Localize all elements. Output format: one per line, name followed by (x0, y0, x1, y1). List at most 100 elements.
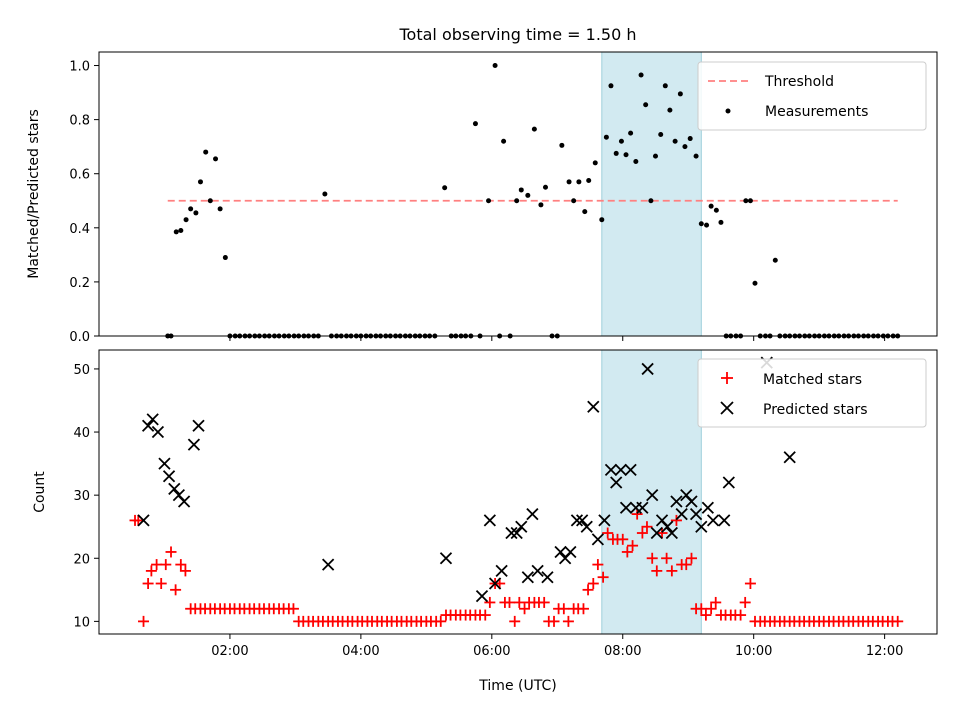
x-tick-label: 12:00 (866, 644, 903, 659)
predicted-star-point (614, 463, 627, 477)
measurement-point (197, 179, 203, 185)
legend-measurement-swatch (725, 108, 731, 114)
measurement-point (648, 198, 654, 204)
measurement-point (718, 219, 724, 225)
measurement-point (643, 102, 649, 108)
top-panel-y-axis-label: Matched/Predicted stars (26, 109, 42, 279)
predicted-star-point (141, 419, 155, 432)
measurement-point (542, 184, 548, 190)
measurement-point (682, 144, 688, 150)
predicted-star-point (554, 545, 567, 559)
legend-matched-swatch (721, 372, 733, 384)
bottom-panel-x-ticks: 02:00 04:00 06:00 08:00 10:00 12:00 (211, 634, 903, 659)
predicted-star-point (576, 514, 589, 527)
predicted-star-point (591, 533, 605, 546)
predicted-star-point (192, 419, 205, 432)
measurement-point (638, 72, 644, 78)
matched-star-point (666, 565, 678, 577)
matched-star-point (160, 559, 172, 571)
y-tick-label: 30 (73, 489, 90, 504)
predicted-star-point (521, 571, 534, 584)
predicted-star-point (665, 526, 678, 540)
measurement-point (525, 192, 531, 198)
matched-star-point (661, 552, 673, 564)
measurement-point (672, 138, 678, 144)
matched-star-point (503, 596, 515, 608)
matched-star-point (484, 596, 496, 608)
predicted-star-point (162, 470, 176, 483)
predicted-star-point (488, 577, 502, 590)
predicted-star-point (624, 463, 637, 477)
predicted-star-point (670, 495, 683, 508)
matched-star-point (513, 596, 525, 608)
measurement-point (173, 229, 179, 235)
measurement-point (576, 179, 582, 185)
measurement-point (183, 217, 189, 223)
top-panel: 0.0 0.2 0.4 0.6 0.8 1.0 Matched/Predicted sta… (26, 51, 938, 345)
measurement-point (492, 63, 498, 69)
matched-star-point (651, 565, 663, 577)
matched-star-point (582, 584, 594, 596)
y-tick-label: 0.4 (69, 222, 90, 237)
measurement-point (613, 150, 619, 156)
measurement-point (608, 83, 614, 89)
y-tick-label: 1.0 (69, 60, 90, 75)
y-tick-label: 10 (73, 615, 90, 630)
y-tick-label: 20 (73, 552, 90, 567)
bottom-panel-frame (98, 349, 938, 635)
measurement-point (188, 206, 194, 212)
legend-box (697, 61, 927, 131)
count-points (129, 356, 904, 627)
measurement-point (571, 198, 577, 204)
legend-measurement-label: Measurements (765, 104, 868, 120)
predicted-star-point (515, 520, 528, 533)
matched-star-point (617, 533, 629, 545)
predicted-star-point (158, 457, 171, 470)
predicted-star-point (483, 514, 496, 527)
predicted-star-point (701, 501, 714, 514)
measurement-point (662, 83, 668, 89)
top-panel-legend: Threshold Measurements (697, 61, 927, 131)
matched-star-point (710, 596, 722, 608)
y-tick-label: 0.0 (69, 330, 90, 345)
predicted-star-point (146, 413, 159, 426)
measurement-point (623, 152, 629, 158)
matched-star-point (562, 615, 574, 627)
matched-star-point (641, 521, 653, 533)
predicted-star-point (137, 514, 150, 527)
y-tick-label: 0.2 (69, 276, 90, 291)
matched-star-point (170, 584, 182, 596)
matched-star-point (680, 559, 692, 571)
predicted-star-point (475, 589, 489, 603)
legend-predicted-swatch (720, 401, 734, 415)
measurement-point (178, 228, 184, 234)
matched-star-point (646, 552, 658, 564)
matched-star-point (435, 615, 447, 627)
y-tick-label: 50 (73, 363, 90, 378)
x-tick-label: 06:00 (473, 644, 510, 659)
matched-star-point (627, 540, 639, 552)
matched-star-point (577, 603, 589, 615)
measurement-point (222, 255, 228, 261)
measurement-point (658, 131, 664, 137)
predicted-star-point (646, 489, 659, 502)
top-panel-y-ticks: 0.0 0.2 0.4 0.6 0.8 1.0 (69, 60, 99, 345)
matched-star-point (631, 508, 643, 520)
x-tick-label: 10:00 (735, 644, 772, 659)
matched-star-point (695, 603, 707, 615)
matched-star-point (656, 527, 668, 539)
predicted-star-point (177, 495, 191, 508)
measurement-point (322, 191, 328, 197)
predicted-star-point (580, 520, 593, 533)
matched-star-point (602, 527, 614, 539)
predicted-star-point (526, 507, 539, 521)
bottom-panel-y-axis-label: Count (32, 471, 48, 513)
legend-matched-label: Matched stars (763, 372, 862, 388)
x-tick-label: 02:00 (211, 644, 248, 659)
matched-star-point (636, 527, 648, 539)
matched-star-point (621, 546, 633, 558)
measurement-point (582, 209, 588, 215)
measurement-point (559, 142, 565, 148)
predicted-star-point (168, 482, 181, 495)
